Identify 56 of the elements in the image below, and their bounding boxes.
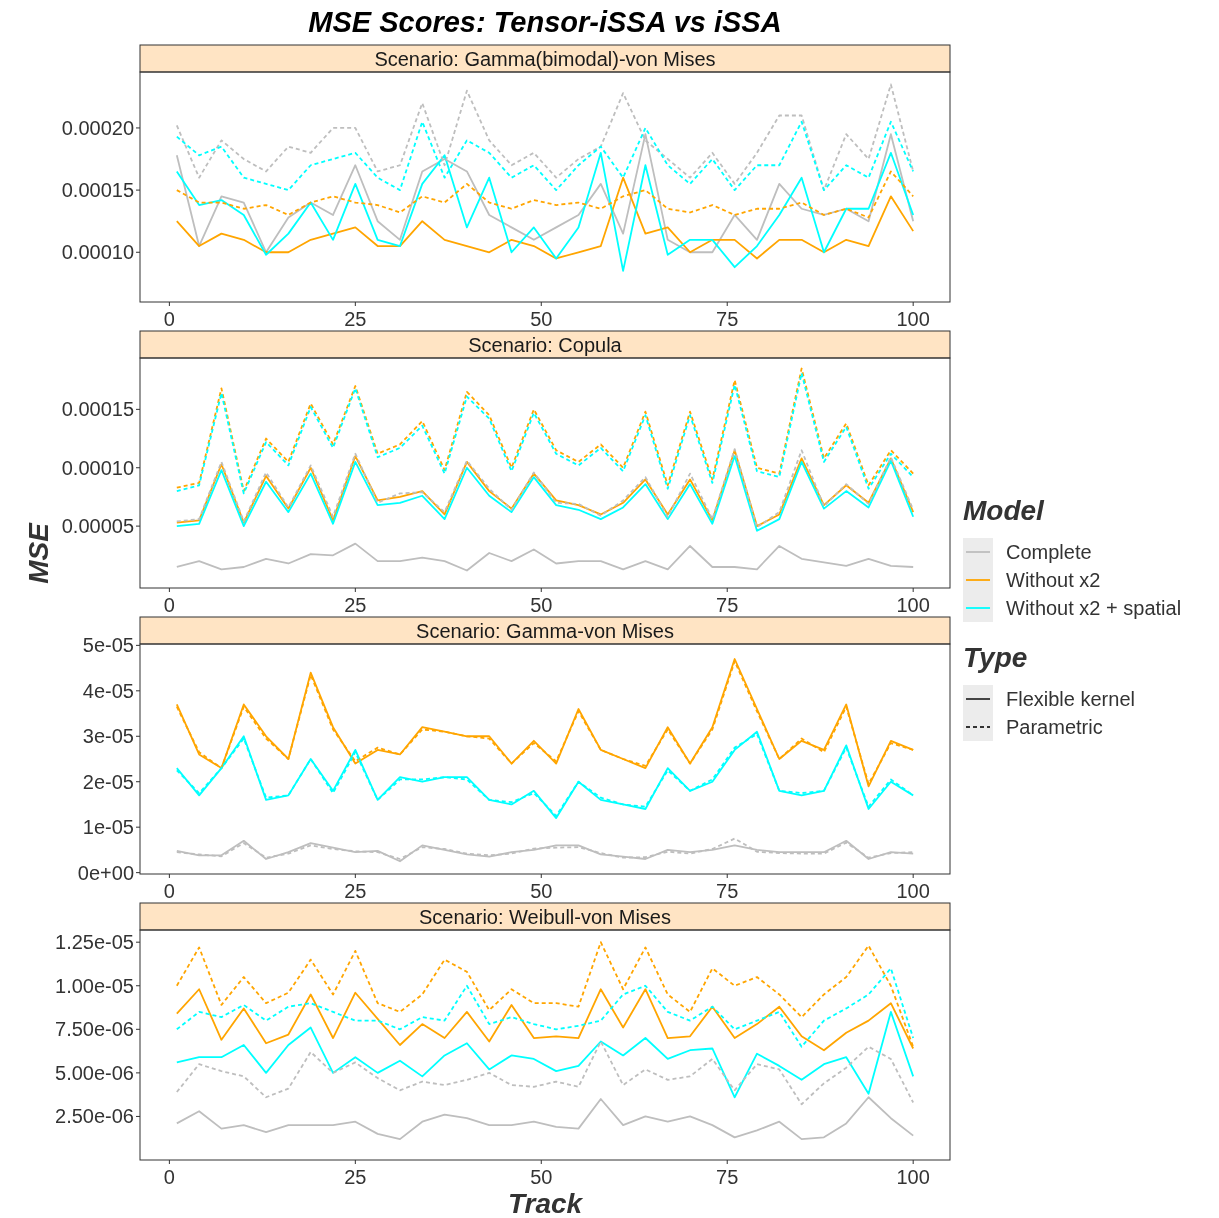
x-tick-label: 50	[530, 1166, 553, 1188]
line-series	[175, 542, 915, 572]
x-tick-label: 75	[716, 308, 739, 330]
x-tick-label: 100	[896, 1166, 930, 1188]
y-tick-label: 0.00010	[61, 241, 134, 264]
y-tick-label: 0.00010	[61, 456, 134, 479]
chart-subtitle: Scenario: Gamma(bimodal)-von Mises	[374, 47, 716, 70]
x-tick-label: 0	[163, 308, 175, 330]
x-tick-label: 100	[896, 880, 930, 902]
text: Flexible kernel	[1006, 688, 1135, 710]
y-tick-label: 4e-05	[82, 679, 134, 702]
y-tick-label: 1e-05	[82, 816, 134, 839]
x-tick-label: 75	[716, 594, 739, 616]
y-tick-label: 7.50e-06	[55, 1018, 134, 1041]
legend-label: Without x2	[1006, 569, 1101, 591]
legend-title: Model	[963, 495, 1046, 526]
x-tick-label: 75	[716, 1166, 739, 1188]
x-tick-label: 50	[530, 880, 553, 902]
line-series	[175, 1096, 915, 1140]
x-tick-label: 50	[530, 594, 553, 616]
chart-subtitle: Scenario: Copula	[468, 333, 623, 356]
line-series	[175, 1040, 915, 1106]
y-tick-label: 2e-05	[82, 770, 134, 793]
y-tick-label: 3e-05	[82, 725, 134, 748]
y-tick-label: 0.00005	[61, 515, 134, 538]
y-tick-label: 0.00015	[61, 179, 134, 202]
text: Parametric	[1006, 716, 1103, 738]
y-tick-label: 0e+00	[77, 861, 134, 884]
x-tick-label: 25	[344, 1166, 367, 1188]
x-tick-label: 100	[896, 308, 930, 330]
text: Type	[963, 642, 1028, 673]
y-tick-label: 2.50e-06	[55, 1105, 134, 1128]
y-tick-label: 5e-05	[82, 634, 134, 657]
y-tick-label: 1.25e-05	[55, 931, 134, 954]
x-tick-label: 25	[344, 880, 367, 902]
x-tick-label: 25	[344, 594, 367, 616]
legend-label: Without x2 + spatial	[1006, 597, 1182, 619]
chart-title: MSE Scores: Tensor-iSSA vs iSSA	[308, 6, 782, 38]
chart-subtitle: Scenario: Weibull-von Mises	[419, 905, 671, 928]
y-tick-label: 0.00015	[61, 398, 134, 421]
x-tick-label: 100	[896, 594, 930, 616]
x-tick-label: 75	[716, 880, 739, 902]
y-axis-title: MSE	[23, 521, 54, 584]
y-tick-label: 1.00e-05	[55, 974, 134, 997]
chart-subtitle: Scenario: Gamma-von Mises	[416, 619, 674, 642]
legend-label: Complete	[1006, 541, 1092, 563]
x-tick-label: 0	[163, 880, 175, 902]
x-tick-label: 0	[163, 594, 175, 616]
x-tick-label: 50	[530, 308, 553, 330]
y-tick-label: 0.00020	[61, 116, 134, 139]
line-series	[175, 1010, 915, 1099]
x-tick-label: 0	[163, 1166, 175, 1188]
y-tick-label: 5.00e-06	[55, 1061, 134, 1084]
x-tick-label: 25	[344, 308, 367, 330]
x-axis-title: Track	[507, 1188, 584, 1218]
line-series	[175, 967, 915, 1048]
